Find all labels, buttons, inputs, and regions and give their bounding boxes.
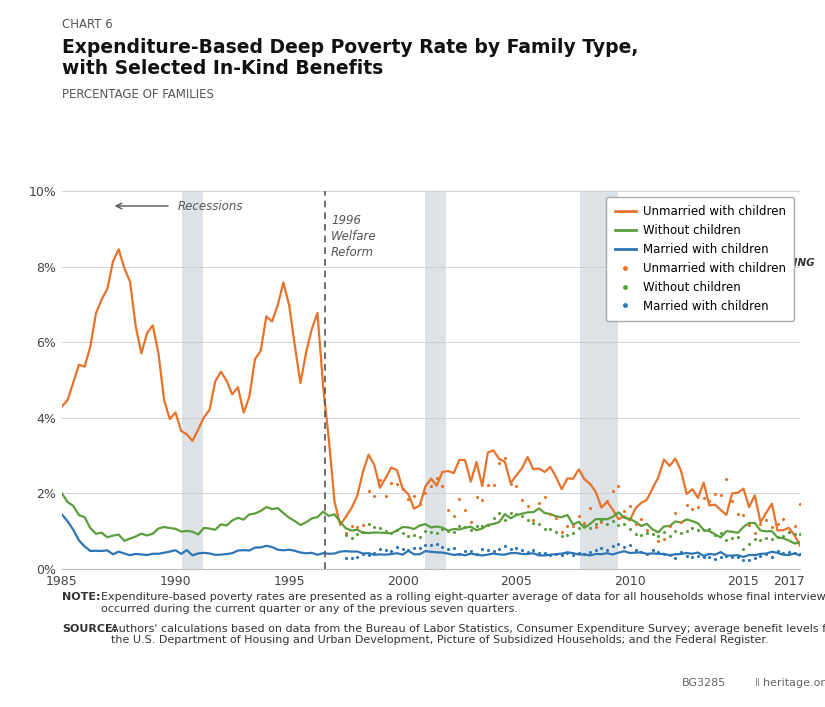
Text: PERCENTAGE OF FAMILIES: PERCENTAGE OF FAMILIES [62,88,214,100]
Text: Recessions: Recessions [177,199,243,213]
Text: WITH SUBSIDIZED HOUSING
AND SCHOOL MEALS:: WITH SUBSIDIZED HOUSING AND SCHOOL MEALS… [651,257,814,280]
Text: CHART 6: CHART 6 [62,18,113,31]
Text: Expenditure-Based Deep Poverty Rate by Family Type,: Expenditure-Based Deep Poverty Rate by F… [62,38,639,57]
Text: Ⅱ: Ⅱ [755,678,760,688]
Bar [182,191,203,569]
Text: 1996
Welfare
Reform: 1996 Welfare Reform [331,214,377,259]
Text: SOURCE:: SOURCE: [62,624,117,633]
Bar [580,191,619,569]
Text: heritage.org: heritage.org [763,678,825,688]
Text: Expenditure-based poverty rates are presented as a rolling eight-quarter average: Expenditure-based poverty rates are pres… [101,592,825,614]
Text: BG3285: BG3285 [681,678,726,688]
Text: with Selected In-Kind Benefits: with Selected In-Kind Benefits [62,59,383,78]
Legend: Unmarried with children, Without children, Married with children, Unmarried with: Unmarried with children, Without childre… [606,197,794,321]
Bar [426,191,446,569]
Text: Authors' calculations based on data from the Bureau of Labor Statistics, Consume: Authors' calculations based on data from… [111,624,825,645]
Text: NOTE:: NOTE: [62,592,101,602]
